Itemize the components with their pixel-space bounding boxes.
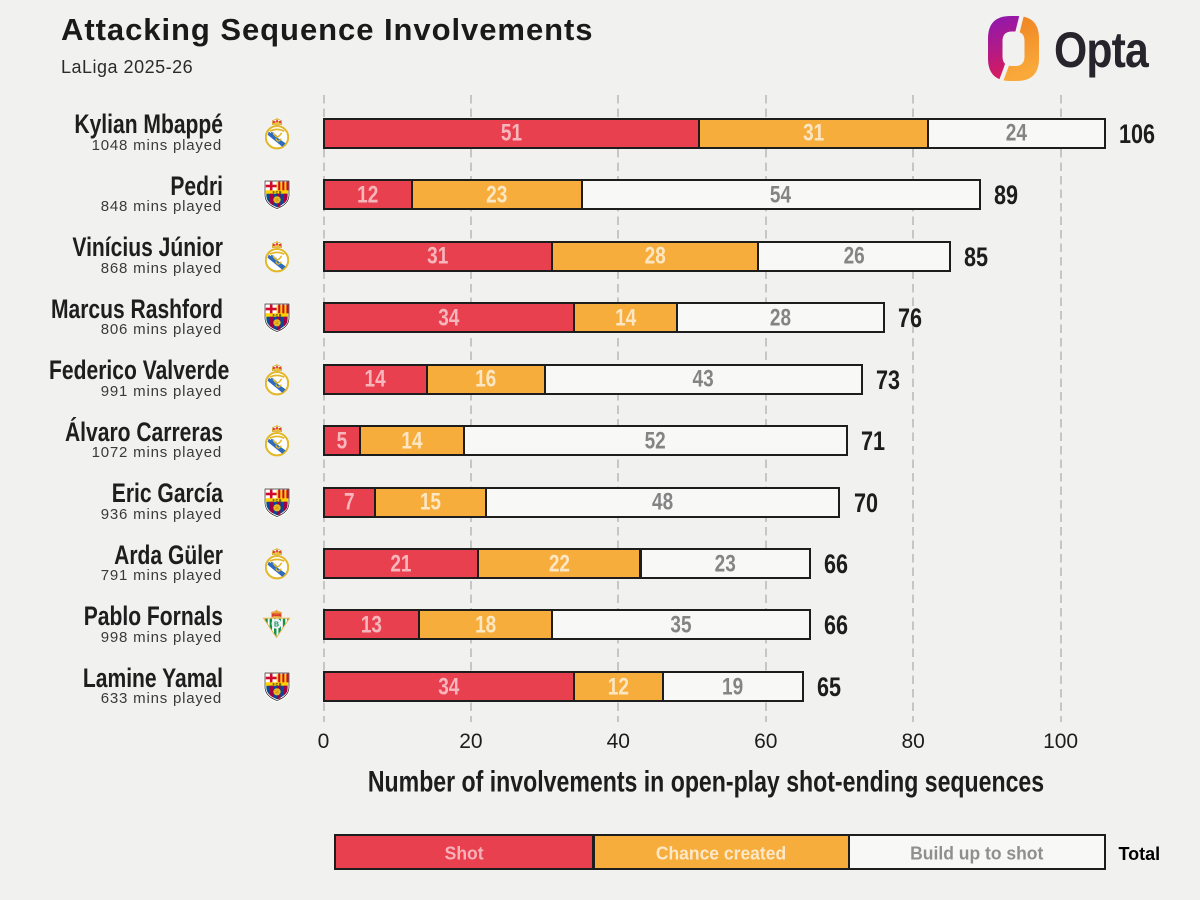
svg-text:B: B: [274, 622, 279, 629]
svg-text:F C B: F C B: [272, 682, 281, 686]
svg-text:F C B: F C B: [272, 314, 281, 318]
svg-text:F C B: F C B: [272, 191, 281, 195]
svg-text:F C B: F C B: [272, 498, 281, 502]
